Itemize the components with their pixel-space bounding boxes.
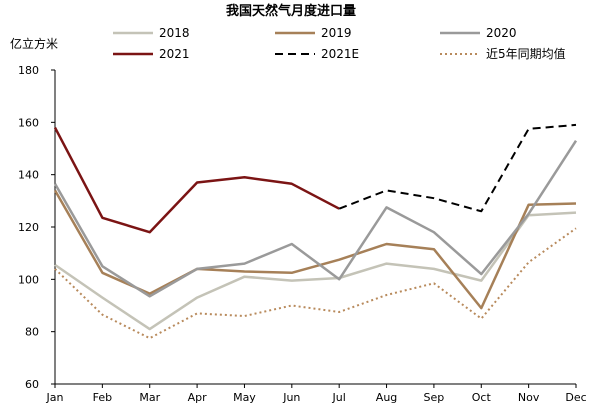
legend-label: 近5年同期均值 [486, 46, 566, 61]
series-line-2020 [53, 140, 578, 298]
y-tick-label: 60 [25, 378, 39, 391]
y-tick-label: 80 [25, 326, 39, 339]
x-tick-label: May [233, 391, 256, 404]
legend: 2018 2019 2020 2021 2021E 近5年同期均值 [113, 26, 566, 61]
x-tick-label: Oct [472, 391, 492, 404]
series-line-近5年同期均值 [54, 227, 577, 340]
plot-area [53, 123, 578, 340]
x-tick-label: Mar [139, 391, 160, 404]
legend-label: 2018 [159, 26, 190, 40]
chart-title: 我国天然气月度进口量 [226, 3, 356, 19]
x-tick-label: Aug [376, 391, 397, 404]
y-tick-label: 180 [18, 64, 39, 77]
series-line-2021 [53, 127, 340, 234]
series-line-2018 [54, 211, 577, 331]
x-tick-label: Sep [424, 391, 445, 404]
y-tick-label: 100 [18, 273, 39, 286]
axes: 60 80 100 120 140 160 180 Jan Feb Mar Apr May Jun Jul… [18, 64, 587, 404]
x-tick-label: Jan [46, 391, 64, 404]
y-tick-label: 120 [18, 221, 39, 234]
x-tick-label: Jul [332, 391, 346, 404]
y-axis-label: 亿立方米 [10, 36, 58, 51]
x-tick-label: Dec [565, 391, 586, 404]
legend-label: 2019 [321, 26, 352, 40]
legend-label: 2021E [321, 47, 359, 61]
x-tick-label: Feb [93, 391, 112, 404]
series-line-2019 [53, 189, 577, 310]
legend-label: 2021 [159, 47, 190, 61]
y-tick-label: 160 [18, 116, 39, 129]
x-tick-label: Apr [188, 391, 208, 404]
legend-label: 2020 [486, 26, 517, 40]
series-line-2021E [338, 123, 577, 213]
y-tick-label: 140 [18, 169, 39, 182]
x-tick-label: Nov [518, 391, 540, 404]
x-tick-label: Jun [282, 391, 300, 404]
